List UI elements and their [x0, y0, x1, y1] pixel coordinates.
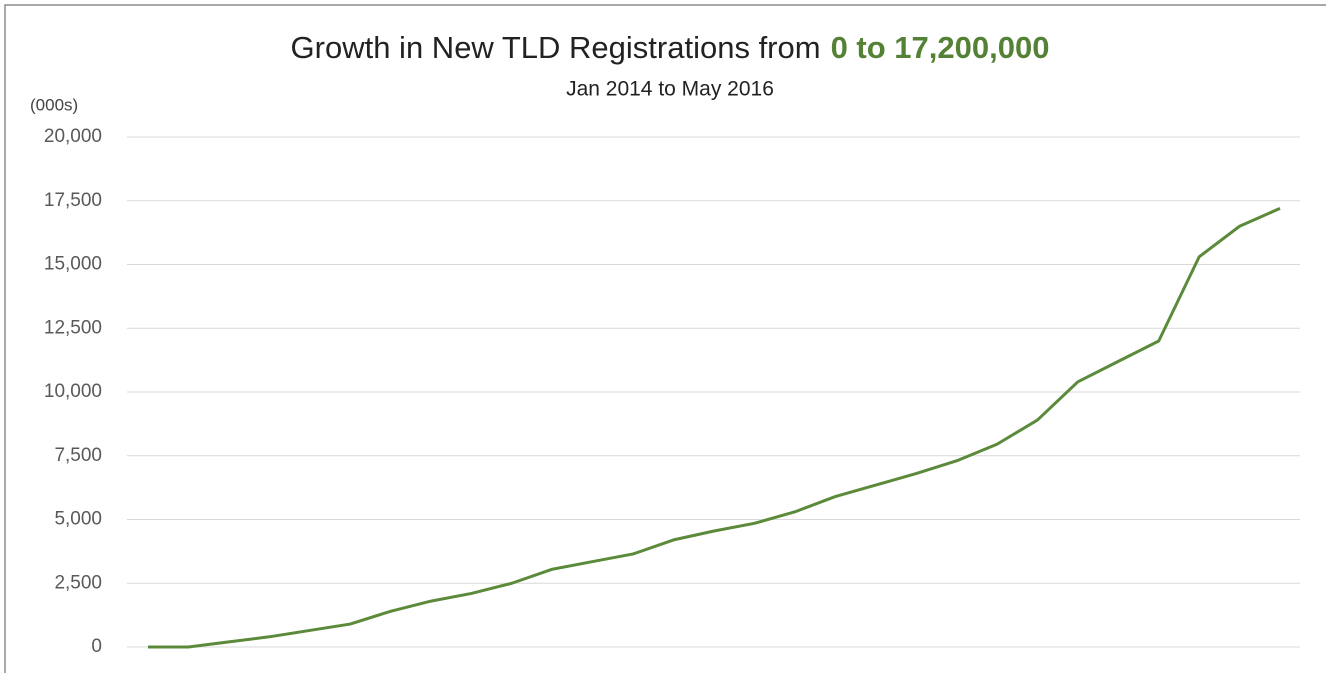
y-tick-label: 17,500	[44, 190, 102, 211]
y-tick-label: 7,500	[54, 445, 102, 466]
chart-frame	[4, 4, 1326, 673]
y-tick-label: 10,000	[44, 381, 102, 402]
y-axis-label: (000s)	[30, 95, 78, 114]
chart-subtitle: Jan 2014 to May 2016	[566, 78, 774, 101]
chart-title: Growth in New TLD Registrations from 0 to…	[291, 30, 1050, 65]
title-text: Growth in New TLD Registrations from	[291, 30, 821, 65]
y-tick-label: 12,500	[44, 317, 102, 338]
y-tick-label: 5,000	[54, 509, 102, 530]
y-tick-label: 2,500	[54, 572, 102, 593]
y-tick-label: 20,000	[44, 126, 102, 147]
y-tick-label: 0	[91, 636, 102, 657]
y-tick-label: 15,000	[44, 254, 102, 275]
data-line	[148, 207, 1281, 649]
title-highlight: 0 to 17,200,000	[831, 30, 1050, 65]
